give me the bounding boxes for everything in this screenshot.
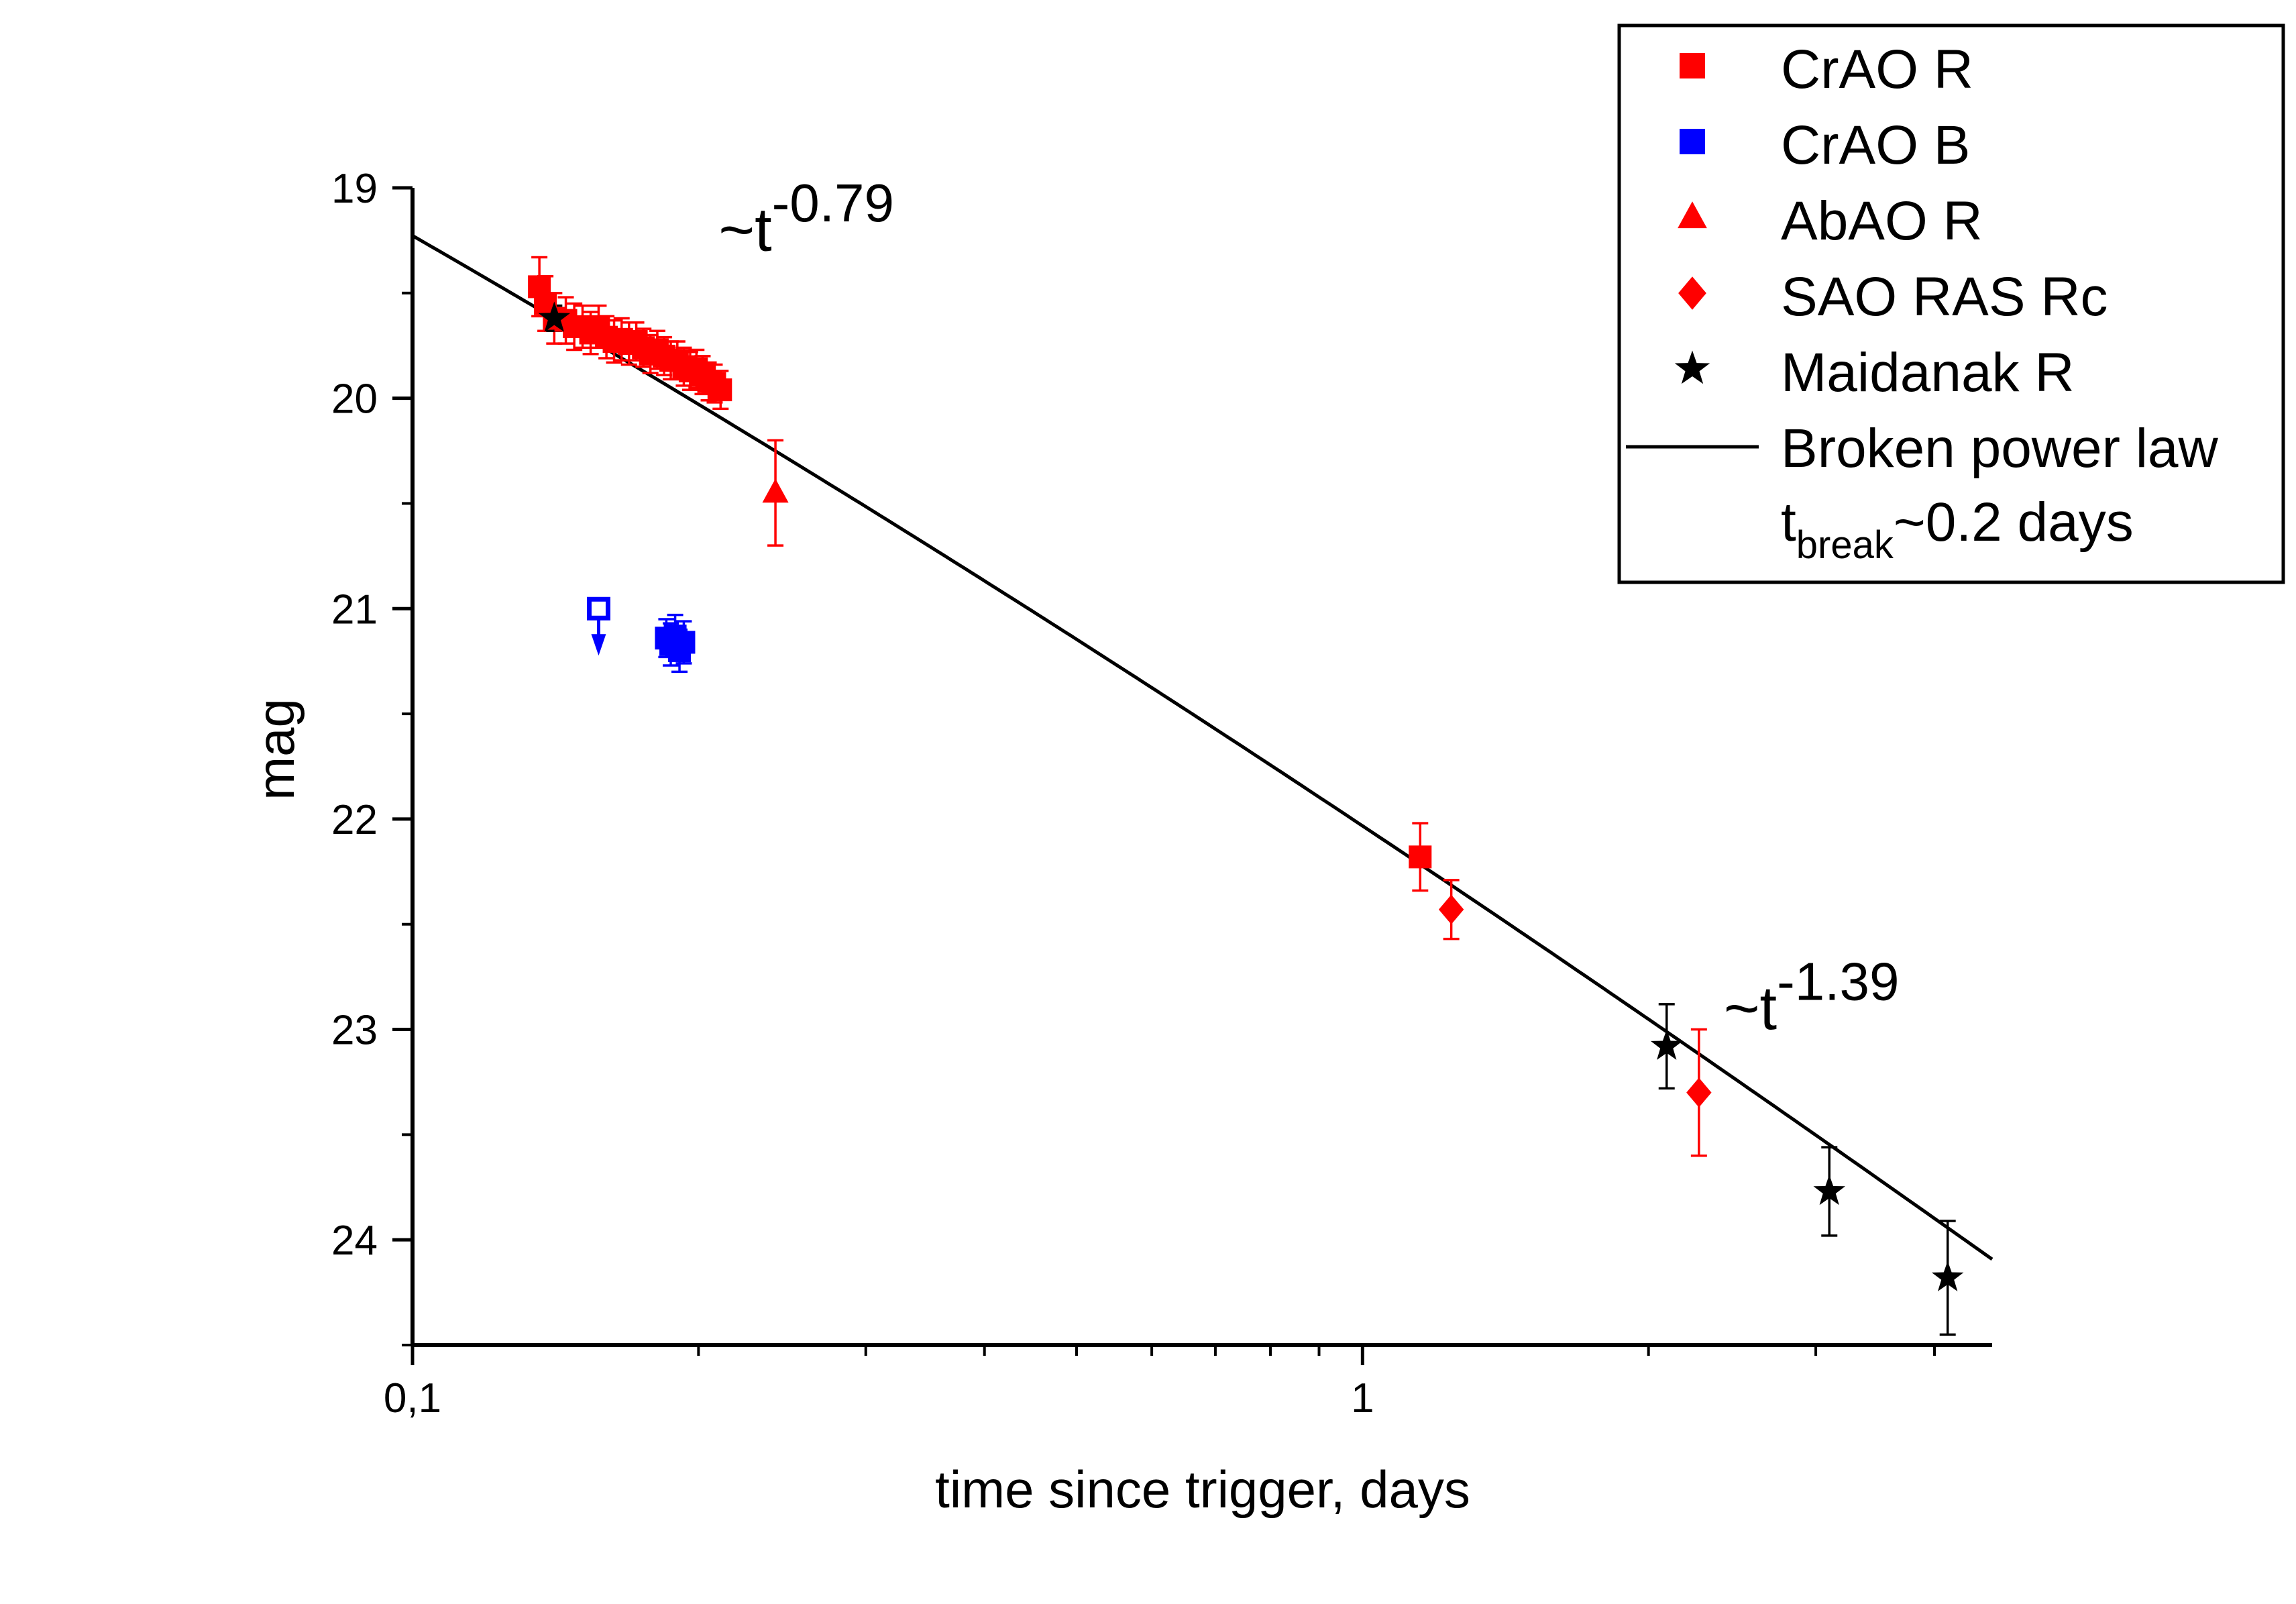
legend-label-crao-b: CrAO B bbox=[1781, 115, 1970, 176]
x-tick-label: 1 bbox=[1351, 1375, 1374, 1422]
maidanak-r-point bbox=[1813, 1175, 1845, 1206]
slope-annotation: ~t-0.79 bbox=[718, 173, 894, 264]
axes bbox=[411, 188, 1992, 1347]
axis-ticks bbox=[392, 186, 1936, 1365]
y-tick-label: 24 bbox=[331, 1218, 378, 1264]
legend-symbol-sao-ras-rc bbox=[1678, 276, 1706, 310]
crao-b-upper-limit-marker bbox=[586, 596, 610, 621]
x-tick-label: 0,1 bbox=[384, 1375, 441, 1422]
y-tick-label: 23 bbox=[331, 1008, 378, 1054]
maidanak-r-point bbox=[1651, 1029, 1683, 1060]
legend-label-maidanak-r: Maidanak R bbox=[1781, 342, 2075, 403]
legend-label-broken-power-law: Broken power law bbox=[1781, 418, 2219, 479]
abao-r-point bbox=[762, 478, 789, 503]
crao-r-point bbox=[709, 378, 732, 402]
crao-b-point bbox=[672, 631, 696, 654]
sao-ras-rc-point bbox=[1438, 894, 1464, 924]
legend-label-sao-ras-rc: SAO RAS Rc bbox=[1781, 266, 2108, 327]
legend-label-crao-r: CrAO R bbox=[1781, 39, 1973, 100]
crao-r-point bbox=[1409, 845, 1432, 869]
crao-b-upper-limit-arrowhead bbox=[591, 634, 606, 656]
legend-label-abao-r: AbAO R bbox=[1781, 191, 1983, 252]
y-tick-label: 19 bbox=[331, 166, 378, 212]
y-tick-label: 20 bbox=[331, 376, 378, 423]
y-tick-label: 22 bbox=[331, 797, 378, 843]
data-markers bbox=[528, 275, 1964, 1291]
slope-annotation: ~t-1.39 bbox=[1724, 952, 1900, 1043]
legend-items: CrAO R CrAO B AbAO R SAO RAS Rc Maidanak R Br… bbox=[1626, 39, 2219, 567]
legend: CrAO R CrAO B AbAO R SAO RAS Rc Maidanak R Br… bbox=[1617, 23, 2285, 584]
legend-symbol-maidanak-r bbox=[1674, 350, 1710, 384]
legend-box bbox=[1617, 23, 2285, 584]
legend-break-time-label: tbreak~0.2 days bbox=[1781, 492, 2134, 567]
y-tick-label: 21 bbox=[331, 586, 378, 633]
legend-symbol-crao-b bbox=[1680, 129, 1705, 154]
maidanak-r-point bbox=[538, 301, 571, 332]
x-axis-title: time since trigger, days bbox=[935, 1460, 1470, 1519]
maidanak-r-point bbox=[1931, 1261, 1964, 1291]
sao-ras-rc-point bbox=[1686, 1077, 1712, 1108]
legend-symbol-crao-r bbox=[1680, 53, 1705, 78]
tick-labels: 19 20 21 22 23 24 0,1 1 bbox=[331, 166, 1374, 1422]
y-axis-title: mag bbox=[246, 698, 305, 800]
broken-power-law-fit-line bbox=[411, 234, 1993, 1261]
legend-symbol-abao-r bbox=[1678, 201, 1707, 229]
